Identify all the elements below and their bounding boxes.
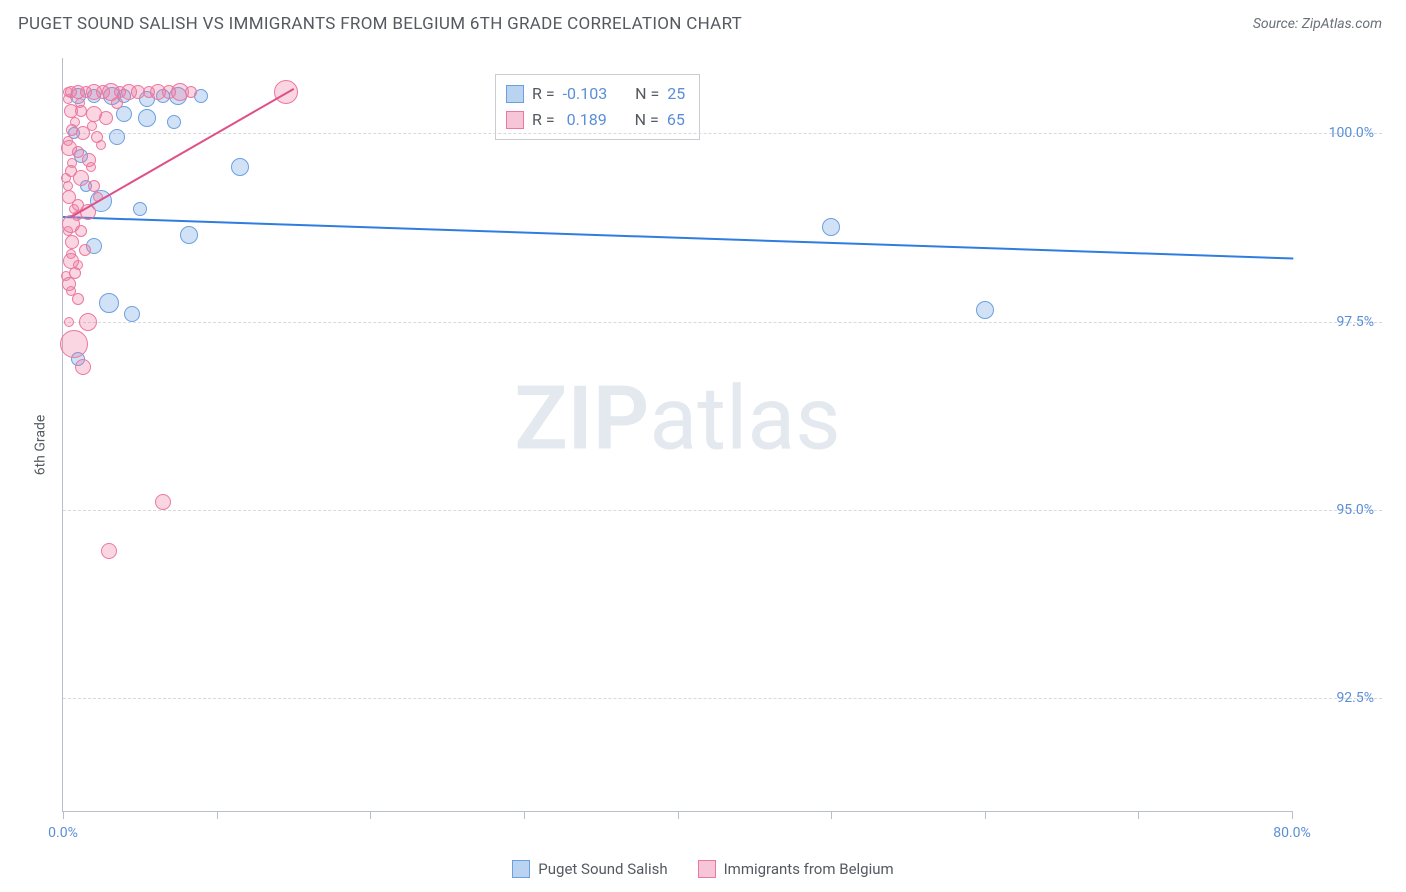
- data-point: [86, 162, 96, 172]
- data-point: [138, 109, 156, 127]
- data-point: [79, 313, 97, 331]
- data-point: [185, 86, 197, 98]
- watermark-light: atlas: [649, 368, 840, 471]
- data-point: [80, 204, 96, 220]
- r-value-1: -0.103: [563, 81, 608, 107]
- x-tick: [217, 811, 218, 819]
- data-point: [61, 271, 71, 281]
- data-point: [88, 180, 100, 192]
- data-point: [231, 158, 249, 176]
- data-point: [180, 226, 198, 244]
- swatch-series-2: [506, 111, 524, 129]
- data-point: [133, 202, 147, 216]
- chart-area: 6th Grade ZIPatlas R = -0.103 N = 25 R =…: [18, 48, 1382, 842]
- stats-legend: R = -0.103 N = 25 R = 0.189 N = 65: [495, 74, 700, 140]
- data-point: [822, 218, 840, 236]
- data-point: [87, 121, 97, 131]
- gridline: [63, 510, 1382, 511]
- y-tick-label: 100.0%: [1329, 125, 1374, 141]
- data-point: [101, 543, 117, 559]
- x-tick: [370, 811, 371, 819]
- data-point: [60, 330, 88, 358]
- x-tick: [1292, 811, 1293, 819]
- data-point: [75, 98, 85, 108]
- data-point: [155, 494, 171, 510]
- y-tick-label: 92.5%: [1336, 690, 1374, 706]
- data-point: [70, 117, 80, 127]
- data-point: [99, 111, 113, 125]
- n-label: N =: [635, 81, 659, 107]
- gridline: [63, 133, 1382, 134]
- y-tick-label: 97.5%: [1336, 314, 1374, 330]
- watermark-bold: ZIP: [514, 368, 649, 471]
- data-point: [73, 260, 83, 270]
- data-point: [64, 317, 74, 327]
- stats-row-2: R = 0.189 N = 65: [506, 107, 685, 133]
- data-point: [79, 244, 91, 256]
- source-attribution: Source: ZipAtlas.com: [1253, 16, 1382, 32]
- x-tick-label: 0.0%: [48, 825, 78, 841]
- swatch-series-1: [506, 85, 524, 103]
- data-point: [976, 301, 994, 319]
- data-point: [109, 129, 125, 145]
- gridline: [63, 322, 1382, 323]
- stats-row-1: R = -0.103 N = 25: [506, 81, 685, 107]
- bottom-legend: Puget Sound Salish Immigrants from Belgi…: [0, 860, 1406, 878]
- legend-label-2: Immigrants from Belgium: [724, 860, 894, 878]
- data-point: [116, 106, 132, 122]
- data-point: [66, 249, 76, 259]
- n-value-2: 65: [667, 107, 685, 133]
- data-point: [274, 80, 298, 104]
- data-point: [124, 306, 140, 322]
- data-point: [61, 173, 71, 183]
- chart-title: PUGET SOUND SALISH VS IMMIGRANTS FROM BE…: [18, 14, 742, 34]
- data-point: [167, 115, 181, 129]
- plot-region: ZIPatlas R = -0.103 N = 25 R = 0.189 N =…: [62, 58, 1292, 812]
- x-tick: [831, 811, 832, 819]
- gridline: [63, 698, 1382, 699]
- x-tick: [1138, 811, 1139, 819]
- x-tick: [985, 811, 986, 819]
- n-label: N =: [635, 107, 659, 133]
- data-point: [75, 359, 91, 375]
- data-point: [63, 87, 73, 97]
- x-tick-label: 80.0%: [1273, 825, 1311, 841]
- data-point: [66, 286, 76, 296]
- data-point: [72, 211, 82, 221]
- x-tick: [678, 811, 679, 819]
- trend-line: [63, 216, 1293, 259]
- data-point: [96, 140, 106, 150]
- n-value-1: 25: [667, 81, 685, 107]
- chart-header: PUGET SOUND SALISH VS IMMIGRANTS FROM BE…: [0, 0, 1406, 44]
- x-tick: [524, 811, 525, 819]
- legend-item-2: Immigrants from Belgium: [698, 860, 894, 878]
- x-tick: [63, 811, 64, 819]
- watermark: ZIPatlas: [514, 368, 840, 471]
- legend-item-1: Puget Sound Salish: [512, 860, 667, 878]
- data-point: [75, 225, 87, 237]
- data-point: [99, 293, 119, 313]
- data-point: [63, 136, 73, 146]
- y-axis-label: 6th Grade: [32, 415, 48, 476]
- data-point: [93, 192, 103, 202]
- y-tick-label: 95.0%: [1336, 502, 1374, 518]
- data-point: [65, 235, 79, 249]
- swatch-series-1: [512, 860, 530, 878]
- r-label: R =: [532, 107, 555, 133]
- r-label: R =: [532, 81, 555, 107]
- r-value-2: 0.189: [563, 107, 607, 133]
- data-point: [63, 226, 73, 236]
- data-point: [111, 97, 123, 109]
- legend-label-1: Puget Sound Salish: [538, 860, 667, 878]
- swatch-series-2: [698, 860, 716, 878]
- data-point: [67, 158, 77, 168]
